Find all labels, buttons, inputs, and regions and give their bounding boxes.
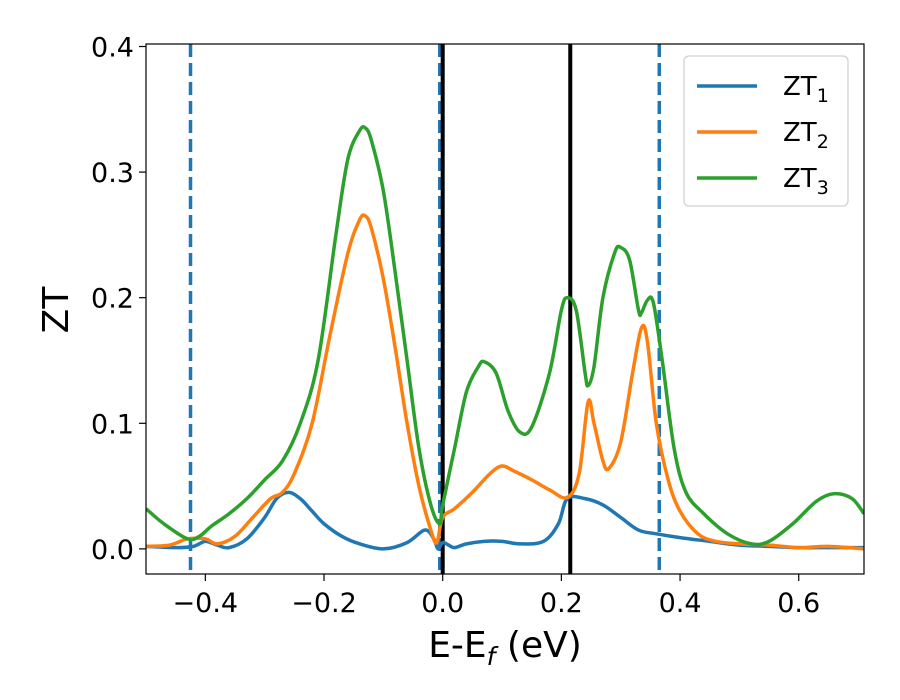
legend-label-zt2: ZT2	[783, 118, 829, 153]
x-tick-label: 0.6	[777, 588, 820, 619]
series-line-zt2	[146, 213, 864, 551]
x-tick-label: −0.4	[173, 588, 239, 619]
legend-label-zt1: ZT1	[783, 72, 829, 107]
x-tick-label: 0.4	[659, 588, 702, 619]
x-tick-label: −0.2	[291, 588, 357, 619]
x-axis-label: E-Ef (eV)	[428, 625, 582, 671]
y-tick-label: 0.4	[91, 33, 134, 64]
y-tick-label: 0.2	[91, 284, 134, 315]
vertical-reference-lines	[188, 44, 662, 574]
legend: ZT1 ZT2 ZT3	[683, 55, 849, 207]
series-line-zt3	[146, 125, 864, 547]
legend-label-zt3: ZT3	[783, 164, 829, 199]
series-layer	[146, 125, 864, 551]
y-axis-ticks: 0.0 0.1 0.2 0.3 0.4	[91, 33, 146, 566]
y-axis-label: ZT	[36, 286, 77, 334]
x-axis-ticks: −0.4 −0.2 0.0 0.2 0.4 0.6	[173, 574, 820, 619]
y-tick-label: 0.0	[91, 535, 134, 566]
legend-box	[683, 55, 849, 207]
plot-frame	[145, 43, 865, 575]
series-line-zt1	[146, 490, 864, 551]
x-tick-label: 0.0	[421, 588, 464, 619]
y-tick-label: 0.1	[91, 409, 134, 440]
y-tick-label: 0.3	[91, 158, 134, 189]
x-tick-label: 0.2	[540, 588, 583, 619]
